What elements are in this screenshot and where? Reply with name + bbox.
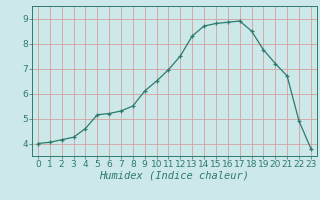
X-axis label: Humidex (Indice chaleur): Humidex (Indice chaleur) [100, 171, 249, 181]
